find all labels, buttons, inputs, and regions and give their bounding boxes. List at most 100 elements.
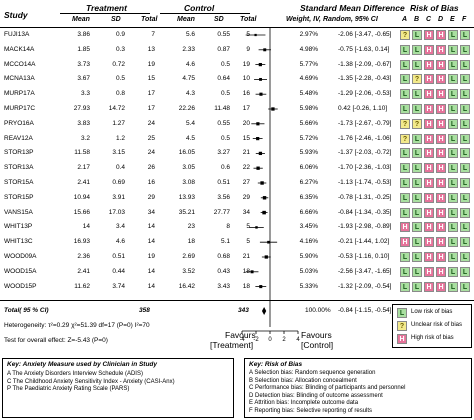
rob-cell: L bbox=[448, 222, 458, 233]
control-total: 16 bbox=[242, 90, 250, 98]
rob-cell: L bbox=[460, 192, 470, 203]
favours-right-1: Favours bbox=[301, 330, 332, 340]
rob-cell: L bbox=[448, 30, 458, 40]
control-mean: 2.33 bbox=[182, 45, 195, 53]
x-tick-label: -4 bbox=[240, 337, 245, 343]
rob-cell: H bbox=[436, 192, 446, 203]
effect-marker bbox=[256, 166, 260, 170]
treatment-sd: 3.74 bbox=[112, 282, 125, 290]
study-ci: -0.78 [-1.31, -0.25] bbox=[338, 193, 392, 201]
study-weight: 5.48% bbox=[299, 90, 318, 98]
rob-cell: L bbox=[460, 207, 470, 218]
control-total: 10 bbox=[242, 75, 250, 83]
rob-cell: H bbox=[436, 133, 446, 144]
study-ci: -1.35 [-2.28, -0.43] bbox=[338, 75, 392, 83]
rob-cell: L bbox=[400, 266, 410, 277]
rob-cell: L bbox=[400, 252, 410, 262]
effect-marker bbox=[256, 122, 260, 126]
rob-cell: L bbox=[412, 222, 422, 233]
study-name: STOR13P bbox=[4, 149, 34, 157]
effect-marker bbox=[258, 151, 263, 156]
control-mean: 4.6 bbox=[185, 60, 195, 68]
favours-left-1: Favours bbox=[225, 330, 256, 340]
study-weight: 4.16% bbox=[299, 238, 318, 246]
key-item: B Selection bias: Allocation concealment bbox=[249, 377, 357, 384]
control-mean: 3.52 bbox=[182, 267, 195, 275]
rob-cell: H bbox=[424, 252, 434, 262]
control-sd: 0.5 bbox=[220, 90, 230, 98]
study-name: STOR13A bbox=[4, 164, 34, 172]
x-tick-label: 4 bbox=[296, 337, 300, 343]
rob-cell: L bbox=[460, 237, 470, 248]
rob-cell: H bbox=[436, 266, 446, 277]
rob-cell: L bbox=[400, 44, 410, 55]
study-weight: 5.33% bbox=[299, 282, 318, 290]
study-weight: 5.98% bbox=[299, 105, 318, 112]
rob-cell: L bbox=[412, 163, 422, 174]
treatment-total: 17 bbox=[147, 105, 155, 112]
study-name: WOOD15A bbox=[4, 267, 37, 275]
rob-cell: L bbox=[448, 266, 458, 277]
control-total: 21 bbox=[242, 253, 250, 260]
study-weight: 5.77% bbox=[299, 60, 318, 68]
control-sd: 3.27 bbox=[217, 149, 230, 157]
rob-cell: H bbox=[424, 163, 434, 174]
rob-cell: L bbox=[460, 281, 470, 292]
rob-cell: L bbox=[400, 178, 410, 188]
rob-cell: H bbox=[424, 178, 434, 188]
rob-cell: H bbox=[436, 74, 446, 85]
effect-marker bbox=[259, 92, 263, 96]
study-ci: -1.93 [-2.98, -0.89] bbox=[338, 223, 392, 231]
legend-label: High risk of bias bbox=[411, 335, 454, 341]
treatment-mean: 3.86 bbox=[77, 31, 90, 38]
treatment-total: 24 bbox=[147, 119, 155, 127]
treatment-sd: 3.4 bbox=[115, 223, 125, 231]
rob-cell: L bbox=[448, 148, 458, 159]
control-total: 29 bbox=[242, 193, 250, 201]
study-weight: 4.98% bbox=[299, 45, 318, 53]
treatment-sd: 0.5 bbox=[115, 75, 125, 83]
rob-cell: H bbox=[436, 30, 446, 40]
study-name: WHIT13C bbox=[4, 238, 33, 246]
treatment-mean: 11.62 bbox=[74, 282, 90, 290]
header-t-sd: SD bbox=[111, 16, 121, 23]
rob-cell: H bbox=[400, 237, 410, 248]
total-label: Total( 95 % CI) bbox=[4, 307, 49, 314]
control-mean: 35.21 bbox=[178, 208, 195, 216]
control-mean: 16.42 bbox=[178, 282, 195, 290]
rob-cell: H bbox=[424, 237, 434, 248]
rob-cell: L bbox=[448, 178, 458, 188]
rob-cell: ? bbox=[412, 118, 422, 129]
treatment-mean: 10.94 bbox=[73, 193, 90, 201]
study-ci: -0.84 [-1.34, -0.35] bbox=[338, 208, 392, 216]
effect-marker bbox=[267, 240, 270, 244]
treatment-mean: 3.67 bbox=[77, 75, 90, 83]
rob-cell: L bbox=[448, 207, 458, 218]
treatment-sd: 3.91 bbox=[112, 193, 125, 201]
legend-swatch: L bbox=[397, 308, 407, 318]
key-item: P The Paediatric Anxiety Rating Scale (P… bbox=[7, 386, 130, 392]
rob-letter: C bbox=[426, 16, 432, 23]
rob-cell: L bbox=[412, 148, 422, 159]
effect-marker bbox=[258, 62, 262, 67]
rob-cell: L bbox=[400, 192, 410, 203]
rob-letter: D bbox=[438, 16, 444, 23]
rob-cell: H bbox=[424, 222, 434, 233]
treatment-sd: 0.69 bbox=[112, 179, 125, 186]
rob-cell: L bbox=[412, 44, 422, 55]
study-weight: 6.66% bbox=[299, 208, 318, 216]
rob-cell: H bbox=[424, 89, 434, 100]
study-name: MCCO14A bbox=[4, 60, 36, 68]
study-ci: -2.56 [-3.47, -1.65] bbox=[338, 267, 392, 275]
control-sd: 0.6 bbox=[220, 164, 230, 172]
rob-cell: ? bbox=[400, 133, 410, 144]
overall-effect-text: Test for overall effect: Z=-5.43 (P=0) bbox=[4, 337, 108, 344]
key-item: F Reporting bias: Selective reporting of… bbox=[249, 407, 373, 414]
treatment-total: 14 bbox=[147, 238, 155, 246]
control-total: 15 bbox=[242, 134, 250, 142]
rob-cell: L bbox=[412, 266, 422, 277]
control-sd: 0.55 bbox=[217, 31, 230, 38]
rob-cell: L bbox=[448, 118, 458, 129]
legend-swatch: ? bbox=[397, 321, 407, 331]
rob-cell: ? bbox=[412, 74, 422, 85]
